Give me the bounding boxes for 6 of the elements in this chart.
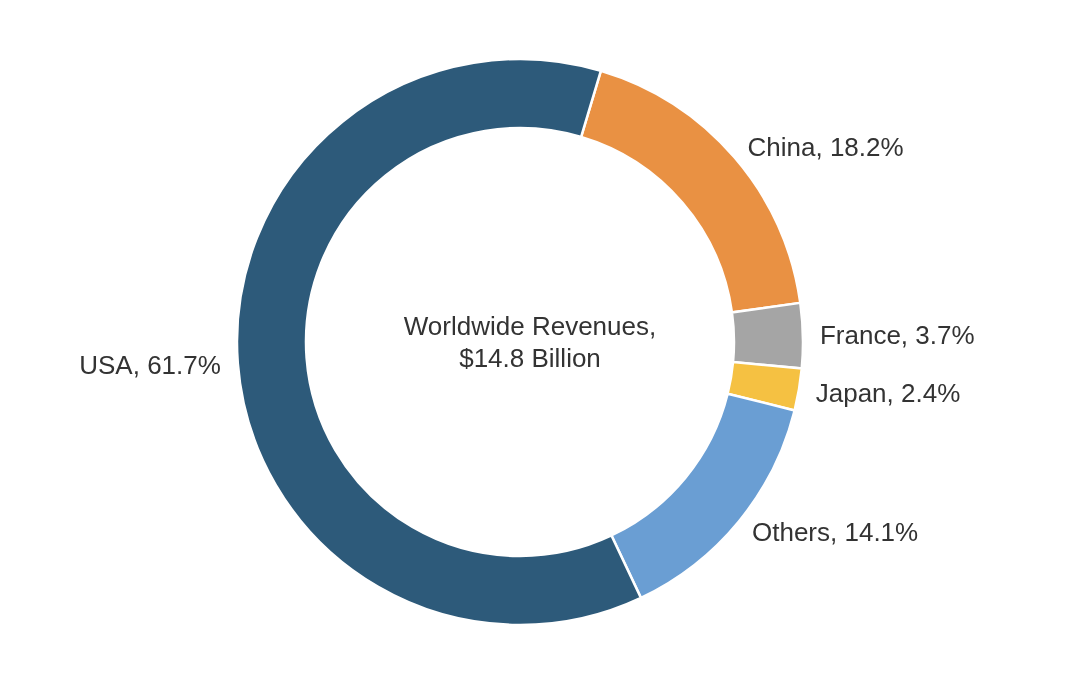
slice-label: France, 3.7%: [819, 320, 975, 351]
slice-label: Others, 14.1%: [752, 517, 919, 548]
slice-label: Japan, 2.4%: [815, 377, 961, 408]
text: Worldwide Revenues, $14.8 Billion: [403, 311, 657, 374]
slice-label: China, 18.2%: [747, 131, 904, 162]
slice-label: USA, 61.7%: [79, 349, 221, 380]
